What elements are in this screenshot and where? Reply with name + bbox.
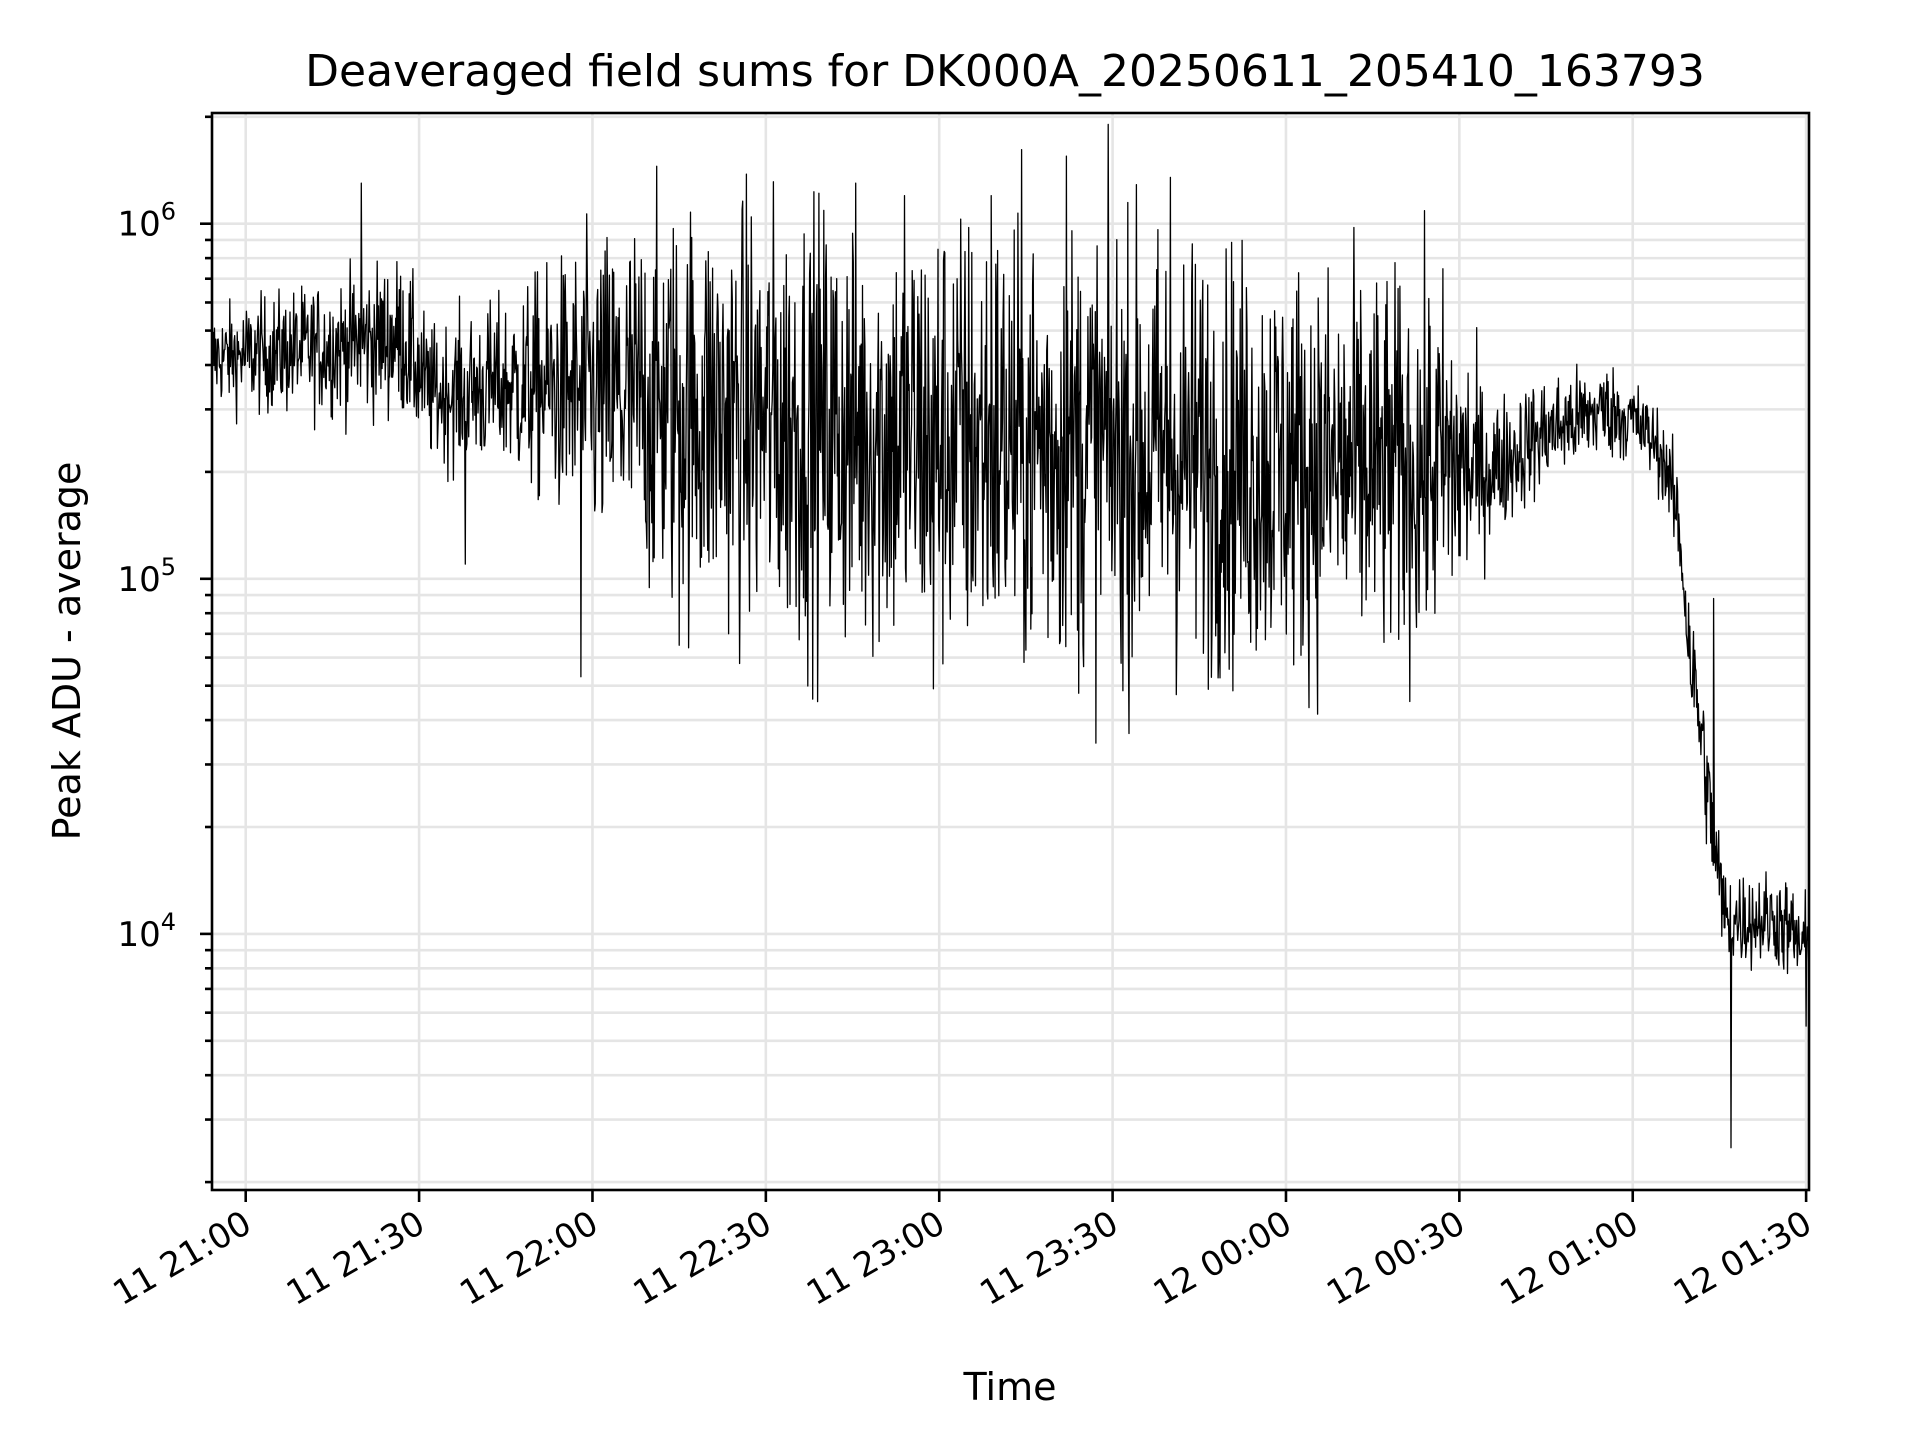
y-axis-label: Peak ADU - average xyxy=(45,462,89,841)
y-tick-label: 105 xyxy=(117,553,176,600)
y-tick-label: 106 xyxy=(117,198,176,245)
x-axis-label: Time xyxy=(963,1365,1057,1409)
plot-area-frame xyxy=(210,111,1811,1192)
chart-title: Deaveraged field sums for DK000A_2025061… xyxy=(305,46,1705,97)
y-tick-label: 104 xyxy=(117,908,176,955)
series-layer xyxy=(211,123,1810,1149)
grid xyxy=(212,113,1809,1190)
series-line xyxy=(211,123,1810,1149)
